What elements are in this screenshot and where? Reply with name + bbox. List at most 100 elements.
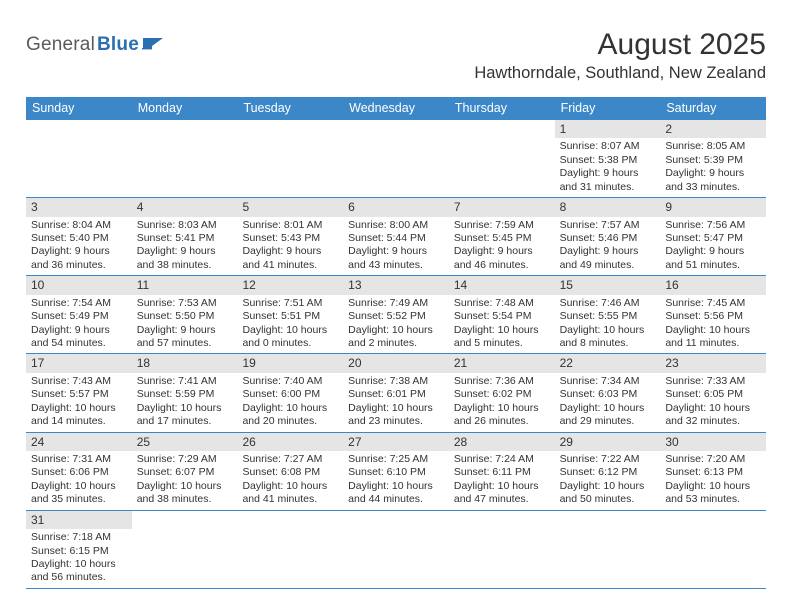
sunset-text: Sunset: 6:03 PM [560, 388, 656, 401]
day-number-empty [132, 511, 238, 529]
day-number: 24 [26, 433, 132, 451]
day-cell: 12Sunrise: 7:51 AMSunset: 5:51 PMDayligh… [237, 276, 343, 353]
day-cell: 25Sunrise: 7:29 AMSunset: 6:07 PMDayligh… [132, 433, 238, 510]
day-details: Sunrise: 7:56 AMSunset: 5:47 PMDaylight:… [660, 217, 766, 276]
sunset-text: Sunset: 6:07 PM [137, 466, 233, 479]
sunset-text: Sunset: 5:52 PM [348, 310, 444, 323]
sunrise-text: Sunrise: 7:45 AM [665, 297, 761, 310]
weekday-header: Friday [555, 97, 661, 120]
weekday-header: Sunday [26, 97, 132, 120]
day-number: 8 [555, 198, 661, 216]
day-cell: 18Sunrise: 7:41 AMSunset: 5:59 PMDayligh… [132, 354, 238, 431]
day-details: Sunrise: 7:33 AMSunset: 6:05 PMDaylight:… [660, 373, 766, 432]
sunset-text: Sunset: 6:13 PM [665, 466, 761, 479]
location-text: Hawthorndale, Southland, New Zealand [474, 64, 766, 83]
daylight-text: Daylight: 9 hours and 46 minutes. [454, 245, 550, 272]
sunrise-text: Sunrise: 7:40 AM [242, 375, 338, 388]
day-details: Sunrise: 7:29 AMSunset: 6:07 PMDaylight:… [132, 451, 238, 510]
day-cell: 20Sunrise: 7:38 AMSunset: 6:01 PMDayligh… [343, 354, 449, 431]
daylight-text: Daylight: 10 hours and 20 minutes. [242, 402, 338, 429]
day-number: 3 [26, 198, 132, 216]
day-cell [132, 511, 238, 588]
daylight-text: Daylight: 10 hours and 50 minutes. [560, 480, 656, 507]
day-details: Sunrise: 7:34 AMSunset: 6:03 PMDaylight:… [555, 373, 661, 432]
daylight-text: Daylight: 9 hours and 43 minutes. [348, 245, 444, 272]
day-number: 22 [555, 354, 661, 372]
sunrise-text: Sunrise: 7:49 AM [348, 297, 444, 310]
daylight-text: Daylight: 9 hours and 57 minutes. [137, 324, 233, 351]
day-details: Sunrise: 7:45 AMSunset: 5:56 PMDaylight:… [660, 295, 766, 354]
day-cell [237, 511, 343, 588]
day-number: 14 [449, 276, 555, 294]
day-number: 20 [343, 354, 449, 372]
day-details: Sunrise: 8:05 AMSunset: 5:39 PMDaylight:… [660, 138, 766, 197]
day-cell: 19Sunrise: 7:40 AMSunset: 6:00 PMDayligh… [237, 354, 343, 431]
logo-text-general: General [26, 34, 95, 56]
day-details: Sunrise: 7:31 AMSunset: 6:06 PMDaylight:… [26, 451, 132, 510]
sunrise-text: Sunrise: 7:27 AM [242, 453, 338, 466]
sunrise-text: Sunrise: 7:20 AM [665, 453, 761, 466]
sunset-text: Sunset: 5:44 PM [348, 232, 444, 245]
sunrise-text: Sunrise: 7:57 AM [560, 219, 656, 232]
weekday-header: Monday [132, 97, 238, 120]
day-cell: 4Sunrise: 8:03 AMSunset: 5:41 PMDaylight… [132, 198, 238, 275]
day-cell [343, 120, 449, 197]
day-cell: 31Sunrise: 7:18 AMSunset: 6:15 PMDayligh… [26, 511, 132, 588]
day-details: Sunrise: 7:41 AMSunset: 5:59 PMDaylight:… [132, 373, 238, 432]
daylight-text: Daylight: 9 hours and 49 minutes. [560, 245, 656, 272]
sunset-text: Sunset: 5:55 PM [560, 310, 656, 323]
day-details: Sunrise: 7:53 AMSunset: 5:50 PMDaylight:… [132, 295, 238, 354]
sunrise-text: Sunrise: 8:00 AM [348, 219, 444, 232]
day-number: 1 [555, 120, 661, 138]
day-details: Sunrise: 7:24 AMSunset: 6:11 PMDaylight:… [449, 451, 555, 510]
day-cell: 14Sunrise: 7:48 AMSunset: 5:54 PMDayligh… [449, 276, 555, 353]
day-number: 15 [555, 276, 661, 294]
sunrise-text: Sunrise: 7:25 AM [348, 453, 444, 466]
day-number: 5 [237, 198, 343, 216]
day-details: Sunrise: 7:27 AMSunset: 6:08 PMDaylight:… [237, 451, 343, 510]
daylight-text: Daylight: 10 hours and 11 minutes. [665, 324, 761, 351]
flag-icon [142, 35, 164, 56]
day-number: 9 [660, 198, 766, 216]
day-cell: 2Sunrise: 8:05 AMSunset: 5:39 PMDaylight… [660, 120, 766, 197]
weekday-header-row: SundayMondayTuesdayWednesdayThursdayFrid… [26, 97, 766, 120]
daylight-text: Daylight: 10 hours and 26 minutes. [454, 402, 550, 429]
day-cell: 21Sunrise: 7:36 AMSunset: 6:02 PMDayligh… [449, 354, 555, 431]
day-details: Sunrise: 7:59 AMSunset: 5:45 PMDaylight:… [449, 217, 555, 276]
day-number: 12 [237, 276, 343, 294]
week-row: 24Sunrise: 7:31 AMSunset: 6:06 PMDayligh… [26, 433, 766, 511]
week-row: 31Sunrise: 7:18 AMSunset: 6:15 PMDayligh… [26, 511, 766, 589]
day-cell: 8Sunrise: 7:57 AMSunset: 5:46 PMDaylight… [555, 198, 661, 275]
page-title: August 2025 [474, 28, 766, 62]
sunset-text: Sunset: 5:46 PM [560, 232, 656, 245]
day-details: Sunrise: 7:49 AMSunset: 5:52 PMDaylight:… [343, 295, 449, 354]
daylight-text: Daylight: 9 hours and 33 minutes. [665, 167, 761, 194]
sunrise-text: Sunrise: 7:36 AM [454, 375, 550, 388]
daylight-text: Daylight: 10 hours and 41 minutes. [242, 480, 338, 507]
day-cell: 6 Sunrise: 8:00 AMSunset: 5:44 PMDaylight… [343, 198, 449, 275]
day-details: Sunrise: 7:48 AMSunset: 5:54 PMDaylight:… [449, 295, 555, 354]
sunrise-text: Sunrise: 7:29 AM [137, 453, 233, 466]
sunset-text: Sunset: 6:08 PM [242, 466, 338, 479]
day-number: 18 [132, 354, 238, 372]
day-number: 13 [343, 276, 449, 294]
day-details: Sunrise: 7:18 AMSunset: 6:15 PMDaylight:… [26, 529, 132, 588]
sunrise-text: Sunrise: 8:07 AM [560, 140, 656, 153]
day-details: Sunrise: 7:57 AMSunset: 5:46 PMDaylight:… [555, 217, 661, 276]
sunrise-text: Sunrise: 7:24 AM [454, 453, 550, 466]
sunrise-text: Sunrise: 7:53 AM [137, 297, 233, 310]
day-cell [660, 511, 766, 588]
sunrise-text: Sunrise: 7:18 AM [31, 531, 127, 544]
daylight-text: Daylight: 10 hours and 14 minutes. [31, 402, 127, 429]
day-cell: 11Sunrise: 7:53 AMSunset: 5:50 PMDayligh… [132, 276, 238, 353]
title-block: August 2025 Hawthorndale, Southland, New… [474, 28, 766, 83]
day-details: Sunrise: 7:36 AMSunset: 6:02 PMDaylight:… [449, 373, 555, 432]
day-number: 6 [343, 198, 449, 216]
day-number: 17 [26, 354, 132, 372]
day-number: 26 [237, 433, 343, 451]
daylight-text: Daylight: 9 hours and 51 minutes. [665, 245, 761, 272]
day-cell: 3Sunrise: 8:04 AMSunset: 5:40 PMDaylight… [26, 198, 132, 275]
daylight-text: Daylight: 10 hours and 32 minutes. [665, 402, 761, 429]
sunrise-text: Sunrise: 7:46 AM [560, 297, 656, 310]
day-cell: 23Sunrise: 7:33 AMSunset: 6:05 PMDayligh… [660, 354, 766, 431]
